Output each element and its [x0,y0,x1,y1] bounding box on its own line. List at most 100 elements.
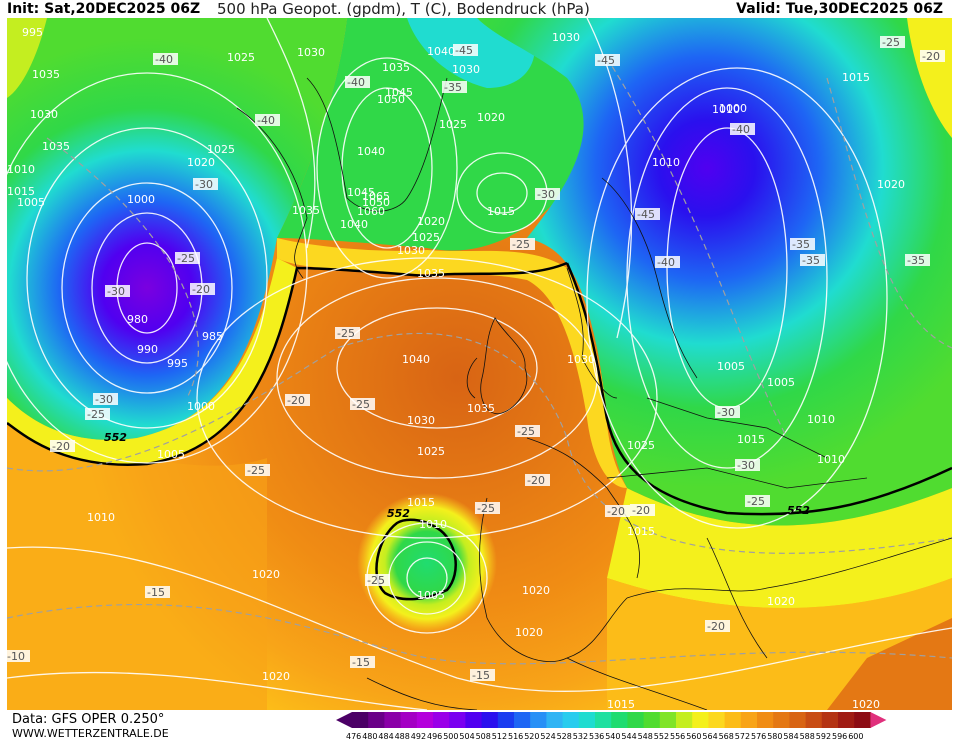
temperature-label-box [475,502,500,514]
pressure-label: 1030 [407,414,435,427]
colorbar-tick: 560 [686,732,701,741]
pressure-label: 1025 [207,143,235,156]
colorbar-swatch [659,712,677,728]
colorbar-tick: 564 [702,732,717,741]
colorbar-tick: 576 [751,732,766,741]
pressure-label: 1020 [877,178,905,191]
temperature-label-box [525,474,550,486]
temperature-label-box [350,656,375,668]
colorbar-swatch [368,712,385,728]
colorbar-swatch [546,712,564,728]
temperature-label-box [335,327,360,339]
colorbar-tick: 488 [395,732,410,741]
temperature-label-box [595,54,620,66]
pressure-label: 1005 [767,376,795,389]
temperature-label: -20 [527,474,545,487]
pressure-label: 1005 [157,448,185,461]
pressure-label: 1000 [187,400,215,413]
pressure-label: 1030 [297,46,325,59]
colorbar-swatch [805,712,823,728]
temperature-label-box [175,252,200,264]
temperature-label: -25 [747,495,765,508]
temperature-label-box [145,586,170,598]
temperature-label: -25 [87,408,105,421]
pressure-label: 1005 [417,589,445,602]
temperature-label-box [190,283,215,295]
temperature-label-box [605,505,630,517]
colorbar-tick: 516 [508,732,523,741]
pressure-label: 1020 [522,584,550,597]
pressure-label: 980 [127,313,148,326]
pressure-label: 1010 [817,453,845,466]
weather-map: 1035 1025 1030 1040 1030 1035 1030 1045 1050 1025… [7,18,952,710]
contour-label: 552 [104,431,127,444]
colorbar-tick: 548 [638,732,653,741]
temperature-label: -45 [455,44,473,57]
pressure-label: 1040 [427,45,455,58]
temperature-label: -25 [477,502,495,515]
temperature-label: -30 [537,188,555,201]
pressure-label: 1020 [417,215,445,228]
temperature-label-box [790,238,815,250]
contour-label: 552 [787,504,810,517]
temperature-label-box [535,188,560,200]
temperature-label: -25 [337,327,355,340]
temperature-label-box [85,408,110,420]
temperature-label: -25 [367,574,385,587]
temperature-label: -40 [657,256,675,269]
pressure-label: 1020 [262,670,290,683]
temperature-label-box [515,425,540,437]
temperature-label-box [715,406,740,418]
colorbar-tick: 480 [362,732,377,741]
colorbar-tick: 528 [557,732,572,741]
colorbar-swatch [449,712,466,728]
pressure-label: 1015 [7,185,35,198]
colorbar-swatch [838,712,855,728]
temperature-label-box [345,76,370,88]
colorbar-swatch [854,712,871,728]
temperature-label-box [193,178,218,190]
temperature-label: -35 [792,238,810,251]
pressure-label: 1025 [417,445,445,458]
temperature-label-box [245,464,270,476]
pressure-label: 1025 [439,118,467,131]
pressure-label: 1030 [552,31,580,44]
pressure-label: 1050 [362,196,390,209]
temperature-label: -15 [352,656,370,669]
pressure-label: 1010 [652,156,680,169]
field-se-warm [827,618,952,710]
pressure-label: 1020 [252,568,280,581]
colorbar-tick: 588 [800,732,815,741]
init-time: Init: Sat,20DEC2025 06Z [7,1,201,17]
pressure-label: 990 [137,343,158,356]
colorbar-tick: 476 [346,732,361,741]
temperature-label: -30 [95,393,113,406]
field-nw-yellow [7,18,47,98]
pressure-label: 1010 [87,511,115,524]
field-ne-yellow [907,18,952,138]
temperature-label: -20 [707,620,725,633]
pressure-label: 1000 [719,102,747,115]
colorbar-swatch [465,712,483,728]
temperature-label-box [905,254,930,266]
map-title: 500 hPa Geopot. (gpdm), T (C), Bodendruc… [217,0,590,18]
colorbar-swatch [740,712,758,728]
colorbar-swatch [514,712,531,728]
pressure-label: 1015 [627,525,655,538]
pressure-label: 1020 [852,698,880,710]
colorbar-swatch [530,712,547,728]
colorbar: 476 480 484 488 492 496 500 504 508 512 516 520 524 5… [336,712,887,741]
temperature-label-box [93,393,118,405]
pressure-label: 1040 [340,218,368,231]
colorbar-swatch [724,712,742,728]
field-west-yellow [7,258,297,465]
temperature-label: -40 [155,53,173,66]
colorbar-swatch [708,712,726,728]
pressure-label: 995 [22,26,43,39]
site-credit: WWW.WETTERZENTRALE.DE [12,727,169,740]
coastlines [236,77,952,710]
temperature-label: -40 [732,123,750,136]
contour-552-west [7,261,568,466]
temperature-label: -10 [7,650,25,663]
contour-labels: 552 552 552 [104,431,810,520]
